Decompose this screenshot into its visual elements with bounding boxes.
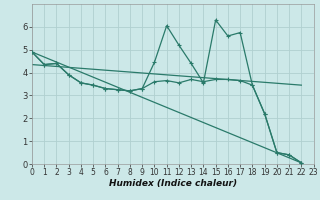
X-axis label: Humidex (Indice chaleur): Humidex (Indice chaleur) — [109, 179, 237, 188]
